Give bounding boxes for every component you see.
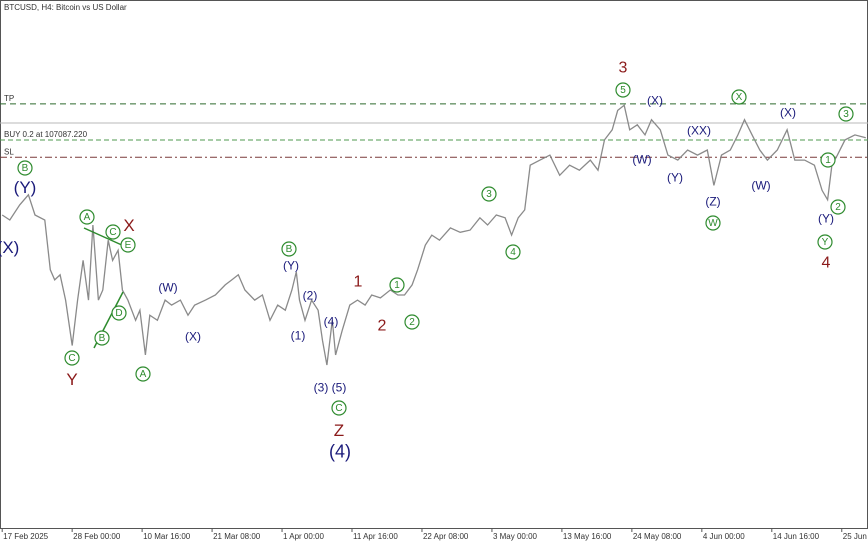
x-tick-label: 14 Jun 16:00 [773, 532, 820, 541]
wave-label: (X) [647, 94, 663, 108]
wave-circle [281, 241, 297, 257]
wave-circle [820, 152, 836, 168]
x-tick-label: 13 May 16:00 [563, 532, 612, 541]
wave-label: (Z) [705, 195, 720, 209]
chart-title: BTCUSD, H4: Bitcoin vs US Dollar [4, 3, 127, 12]
level-label: BUY 0.2 at 107087.220 [4, 130, 88, 139]
wave-label: 3 [486, 189, 492, 200]
x-tick-label: 22 Apr 08:00 [423, 532, 469, 541]
x-tick-label: 3 May 00:00 [493, 532, 538, 541]
wave-label: C [109, 227, 116, 238]
x-tick-label: 10 Mar 16:00 [143, 532, 191, 541]
wave-label: 3 [619, 60, 628, 77]
wave-circle [120, 237, 136, 253]
wave-label: C [335, 403, 342, 414]
wave-label: X [736, 92, 743, 103]
plot-layer [0, 103, 868, 366]
wave-label: A [140, 369, 147, 380]
wave-label: Y [66, 370, 77, 389]
x-tick-label: 28 Feb 00:00 [73, 532, 121, 541]
x-tick-label: 11 Apr 16:00 [353, 532, 398, 541]
wave-label: 2 [378, 318, 387, 335]
wave-label: C [68, 353, 75, 364]
wave-circle [79, 209, 95, 225]
wave-label: (Y) [14, 178, 37, 197]
wave-label: (2) [303, 289, 318, 303]
wave-label: 4 [510, 247, 516, 258]
wave-circle [615, 82, 631, 98]
wave-circle [817, 234, 833, 250]
wave-label: (X) [780, 106, 796, 120]
wave-circle [731, 89, 747, 105]
price-series [1, 104, 866, 366]
wave-label: 1 [354, 274, 363, 291]
wave-circle [331, 400, 347, 416]
wave-label: 1 [825, 155, 831, 166]
wave-label: 4 [822, 255, 831, 272]
wave-label: Z [334, 421, 344, 440]
wave-label: (X) [0, 238, 19, 257]
wave-label: (XX) [687, 124, 711, 138]
wave-circle [505, 244, 521, 260]
wave-label: W [708, 218, 718, 229]
wave-label: D [115, 308, 122, 319]
level-label: TP [4, 94, 14, 103]
wave-label: (5) [332, 381, 347, 395]
wave-circle [64, 350, 80, 366]
level-label: SL [4, 147, 14, 156]
wave-label: 3 [843, 109, 849, 120]
wave-label: (W) [751, 179, 770, 193]
wave-label: (Y) [667, 171, 683, 185]
wave-label: (W) [632, 153, 651, 167]
plot-frame [0, 0, 868, 529]
wave-label: (4) [329, 441, 351, 461]
wave-label: X [123, 216, 134, 235]
wave-circle [404, 314, 420, 330]
wave-circle [135, 366, 151, 382]
wave-label: Y [822, 237, 829, 248]
wave-circle [838, 106, 854, 122]
wave-circle [17, 160, 33, 176]
wave-label: (Y) [818, 212, 834, 226]
wave-label: 1 [394, 280, 400, 291]
wave-circle [105, 224, 121, 240]
x-tick-label: 24 May 08:00 [633, 532, 682, 541]
x-tick-label: 17 Feb 2025 [3, 532, 48, 541]
wave-label: (4) [324, 315, 339, 329]
x-tick-label: 25 Jun 08:00 [843, 532, 868, 541]
wave-label: B [99, 333, 106, 344]
wave-label: 2 [409, 317, 415, 328]
wave-circle [111, 305, 127, 321]
wave-circle [705, 215, 721, 231]
wave-label: 2 [835, 202, 841, 213]
wave-circle [481, 186, 497, 202]
wedge-line [83, 227, 125, 247]
wave-label: (1) [291, 329, 306, 343]
wave-label: B [22, 163, 29, 174]
x-tick-label: 4 Jun 00:00 [703, 532, 745, 541]
wave-label: A [84, 212, 91, 223]
wave-circle [94, 330, 110, 346]
wave-label: B [286, 244, 293, 255]
wave-label: (W) [158, 281, 177, 295]
wave-label: (Y) [283, 259, 299, 273]
wave-circle [830, 199, 846, 215]
wave-circle [389, 277, 405, 293]
x-tick-label: 21 Mar 08:00 [213, 532, 261, 541]
wave-label: 5 [620, 85, 626, 96]
wave-label: E [125, 240, 132, 251]
wave-label: (X) [185, 330, 201, 344]
x-tick-label: 1 Apr 00:00 [283, 532, 324, 541]
wave-label: (3) [314, 381, 329, 395]
